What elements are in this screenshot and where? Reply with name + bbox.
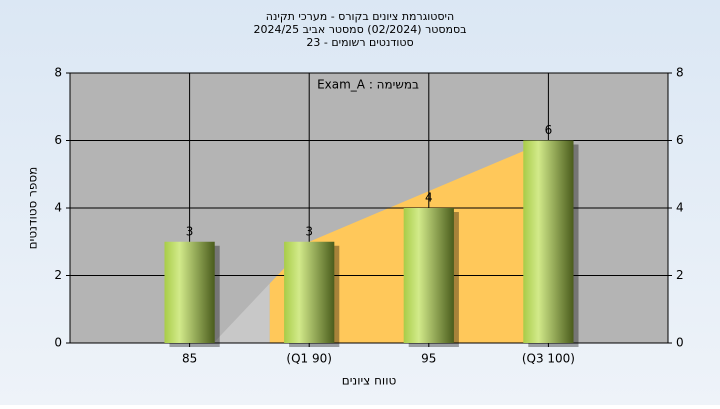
data-label: 6 bbox=[545, 123, 553, 137]
bar bbox=[403, 208, 454, 343]
y2-tick-label: 4 bbox=[676, 201, 684, 215]
chart-title: בסמסטר (02/2024) סמסטר אביב 2024/25 bbox=[253, 23, 466, 36]
y-tick-label: 8 bbox=[54, 66, 62, 80]
y2-tick-label: 6 bbox=[676, 133, 684, 147]
bar bbox=[523, 140, 574, 343]
y-tick-label: 0 bbox=[54, 336, 62, 350]
data-label: 4 bbox=[425, 191, 433, 205]
y-axis-label: מספר סטודנטים bbox=[26, 167, 40, 250]
area-shadow bbox=[213, 283, 270, 343]
y-tick-label: 6 bbox=[54, 133, 62, 147]
x-tick-label: (Q1 90) bbox=[286, 352, 332, 366]
y2-tick-label: 0 bbox=[676, 336, 684, 350]
x-tick-label: 85 bbox=[182, 352, 197, 366]
x-axis-label: טווח ציונים bbox=[342, 374, 397, 388]
bar bbox=[164, 241, 215, 343]
y-tick-label: 4 bbox=[54, 201, 62, 215]
annotation: Exam_A : במשימה bbox=[317, 78, 419, 92]
x-tick-label: (Q3 100) bbox=[522, 352, 575, 366]
data-label: 3 bbox=[186, 224, 194, 238]
chart-title: סטודנטים רשומים - 23 bbox=[306, 36, 413, 49]
y-tick-label: 2 bbox=[54, 268, 62, 282]
y2-tick-label: 2 bbox=[676, 268, 684, 282]
bar bbox=[284, 241, 335, 343]
y2-tick-label: 8 bbox=[676, 66, 684, 80]
x-tick-label: 95 bbox=[421, 352, 436, 366]
data-label: 3 bbox=[305, 224, 313, 238]
chart-title: היסטוגרמת ציונים בקורס - מערכי תקינה bbox=[266, 10, 454, 23]
